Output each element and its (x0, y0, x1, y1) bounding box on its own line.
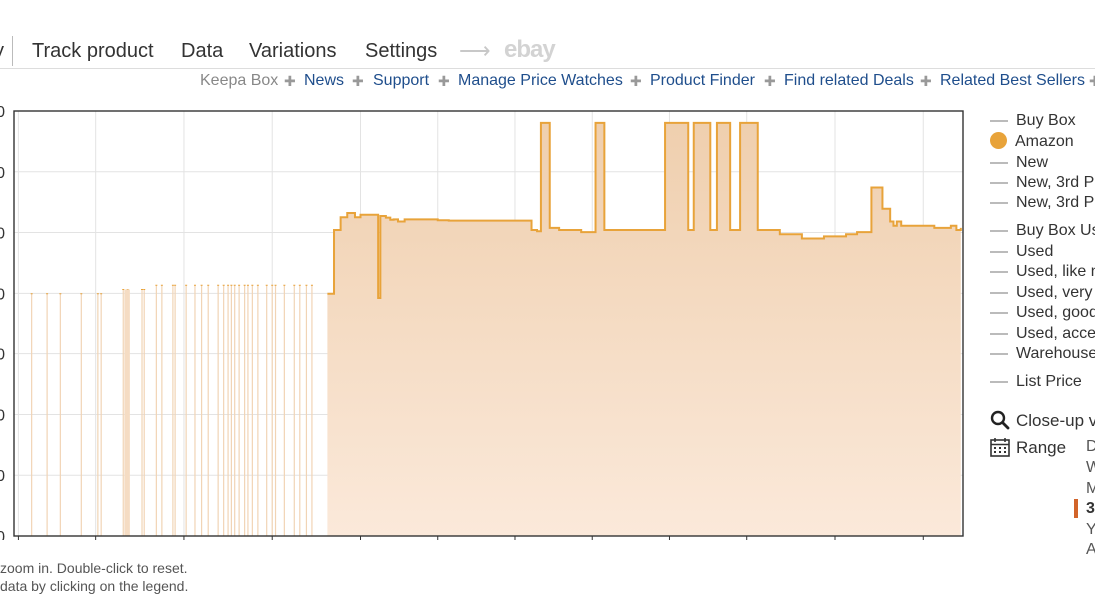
dash-icon (990, 201, 1008, 204)
dash-icon (990, 161, 1008, 164)
amazon-dot-icon (990, 132, 1007, 150)
range-option-year[interactable]: Y (1086, 521, 1095, 538)
legend-amazon[interactable]: Amazon (990, 132, 1074, 151)
dash-icon (990, 311, 1008, 314)
tab-variations[interactable]: Variations (249, 40, 337, 62)
range-option-week[interactable]: W (1086, 459, 1095, 476)
range-selected-marker (1074, 499, 1078, 518)
dash-icon (990, 332, 1008, 335)
legend-buy-box-used[interactable]: Buy Box Us (990, 222, 1095, 240)
tab-divider (0, 68, 1095, 69)
y-tick-label: 0 (0, 468, 5, 485)
dash-icon (990, 352, 1008, 355)
calendar-icon (990, 438, 1010, 457)
dash-icon (990, 229, 1008, 232)
legend-used[interactable]: Used (990, 243, 1053, 261)
legend-buy-box[interactable]: Buy Box (990, 112, 1076, 130)
y-tick-label: 0 (0, 104, 5, 121)
tab-bar: y Track product Data Variations Settings… (0, 36, 600, 68)
arrow-right-icon: ⟶ (459, 38, 491, 63)
ebay-link[interactable]: ebay (504, 36, 556, 63)
range-option-all[interactable]: A (1086, 541, 1095, 558)
dash-icon (990, 250, 1008, 253)
amazon-price-line (327, 121, 962, 299)
y-tick-label: 0 (0, 407, 5, 424)
tab-track-product[interactable]: Track product (32, 40, 154, 62)
cross-separator-icon: ✚ (438, 73, 450, 89)
y-tick-label: 0 (0, 286, 5, 303)
cross-separator-icon: ✚ (352, 73, 364, 89)
legend-new-3rd-party[interactable]: New, 3rd P (990, 174, 1094, 192)
tab-data[interactable]: Data (181, 40, 224, 62)
cross-separator-icon: ✚ (1089, 73, 1095, 89)
price-spike-block (124, 289, 130, 536)
cross-separator-icon: ✚ (764, 73, 776, 89)
dash-icon (990, 291, 1008, 294)
tab-history[interactable]: y (0, 36, 13, 66)
y-tick-label: 0 (0, 529, 5, 540)
range-label: Range (990, 437, 1066, 458)
y-tick-label: 0 (0, 165, 5, 182)
link-manage-price-watches[interactable]: Manage Price Watches (458, 72, 623, 89)
range-option-month[interactable]: M (1086, 480, 1095, 497)
dash-icon (990, 270, 1008, 273)
zoom-hint: zoom in. Double-click to reset. (0, 560, 188, 576)
amazon-price-area (327, 122, 961, 537)
link-find-related-deals[interactable]: Find related Deals (784, 72, 914, 89)
legend-used-like-new[interactable]: Used, like n (990, 263, 1095, 281)
dash-icon (990, 380, 1008, 383)
dash-icon (990, 181, 1008, 184)
cross-separator-icon: ✚ (630, 73, 642, 89)
dash-icon (990, 119, 1008, 122)
range-option-3-months[interactable]: 3 (1086, 500, 1095, 517)
link-keepa-box[interactable]: Keepa Box (200, 72, 279, 89)
range-option-day[interactable]: D (1086, 438, 1095, 455)
cross-separator-icon: ✚ (284, 73, 296, 89)
y-tick-label: 0 (0, 347, 5, 364)
tab-settings[interactable]: Settings (365, 40, 438, 62)
closeup-toggle[interactable]: Close-up v (990, 410, 1095, 431)
legend-used-acceptable[interactable]: Used, acce (990, 325, 1095, 343)
link-related-best-sellers[interactable]: Related Best Sellers (940, 72, 1085, 89)
link-product-finder[interactable]: Product Finder (650, 72, 755, 89)
legend-new[interactable]: New (990, 154, 1048, 172)
legend-used-good[interactable]: Used, good (990, 304, 1095, 322)
cross-separator-icon: ✚ (920, 73, 932, 89)
plot-frame (13, 110, 964, 537)
legend-new-3rd-party-2[interactable]: New, 3rd P (990, 194, 1094, 212)
legend-warehouse[interactable]: Warehouse (990, 345, 1095, 363)
y-tick-label: 0 (0, 226, 5, 243)
link-bar: Keepa Box ✚ News ✚ Support ✚ Manage Pric… (0, 72, 1095, 92)
legend-list-price[interactable]: List Price (990, 373, 1082, 391)
link-support[interactable]: Support (373, 72, 430, 89)
legend-used-very-good[interactable]: Used, very (990, 284, 1092, 302)
link-news[interactable]: News (304, 72, 345, 89)
search-icon (990, 410, 1010, 430)
legend-hint: data by clicking on the legend. (0, 578, 189, 594)
